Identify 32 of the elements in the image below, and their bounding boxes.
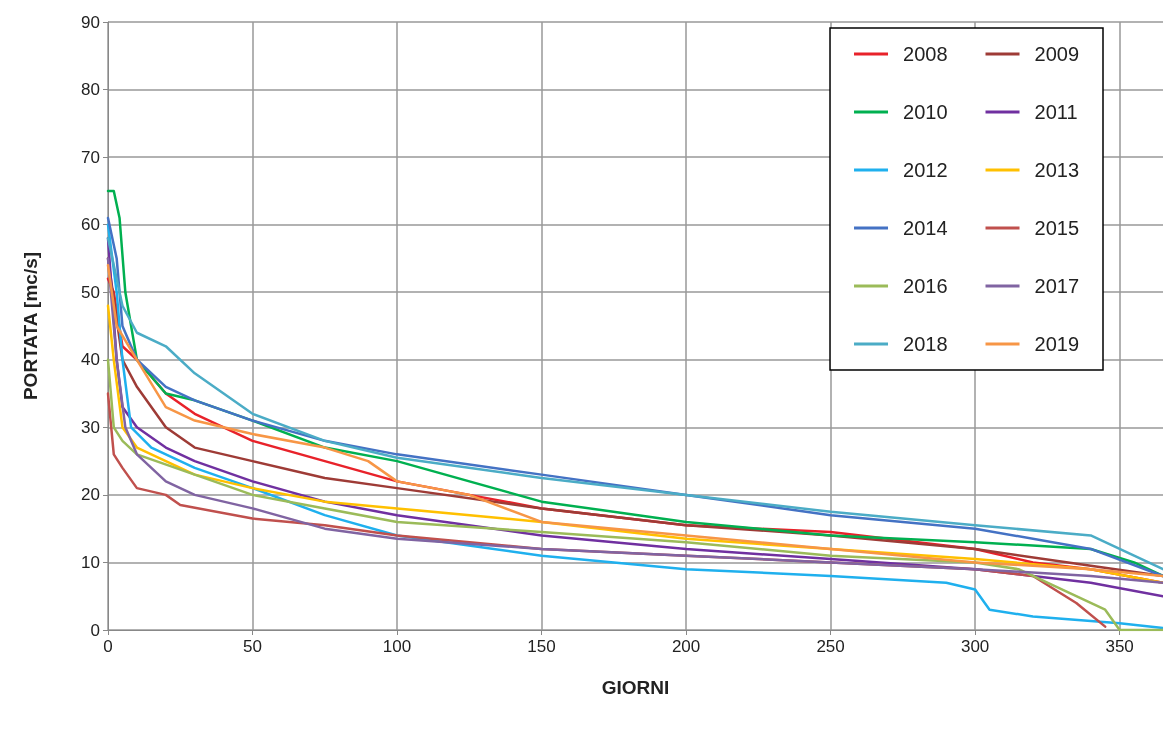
y-tick-label: 0 bbox=[90, 620, 100, 640]
legend-label: 2012 bbox=[903, 159, 948, 181]
legend-label: 2014 bbox=[903, 217, 948, 239]
y-tick-label: 60 bbox=[81, 215, 100, 235]
x-tick-label: 150 bbox=[527, 637, 556, 656]
x-tick-label: 100 bbox=[382, 637, 412, 656]
x-tick-label: 0 bbox=[103, 637, 113, 656]
y-tick-label: 50 bbox=[81, 282, 100, 302]
legend-label: 2008 bbox=[903, 43, 948, 65]
y-tick-label: 80 bbox=[81, 80, 100, 100]
x-tick-label: 350 bbox=[1105, 637, 1134, 656]
legend-label: 2009 bbox=[1034, 43, 1080, 65]
y-tick-label: 70 bbox=[81, 147, 100, 167]
x-axis-title: GIORNI bbox=[601, 677, 670, 698]
y-axis-title: PORTATA [mc/s] bbox=[20, 251, 41, 401]
x-tick-label: 250 bbox=[816, 637, 845, 656]
legend-label: 2018 bbox=[903, 333, 948, 355]
legend-label: 2015 bbox=[1034, 217, 1080, 239]
legend-label: 2016 bbox=[903, 275, 948, 297]
y-tick-label: 90 bbox=[81, 12, 100, 32]
x-tick-label: 50 bbox=[243, 637, 262, 656]
x-tick-label: 300 bbox=[960, 637, 990, 656]
legend-label: 2019 bbox=[1034, 333, 1080, 355]
y-tick-label: 10 bbox=[81, 552, 100, 572]
y-tick-label: 20 bbox=[81, 485, 100, 505]
legend-label: 2010 bbox=[903, 101, 948, 123]
x-tick-label: 200 bbox=[671, 637, 701, 656]
y-tick-label: 40 bbox=[81, 350, 100, 370]
legend-label: 2017 bbox=[1034, 275, 1080, 297]
y-tick-label: 30 bbox=[81, 417, 100, 437]
legend-label: 2013 bbox=[1034, 159, 1080, 181]
legend-label: 2011 bbox=[1034, 101, 1078, 123]
